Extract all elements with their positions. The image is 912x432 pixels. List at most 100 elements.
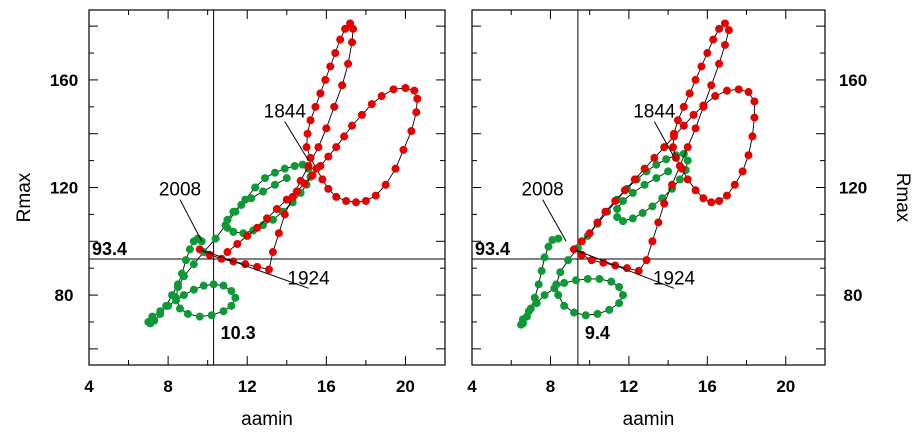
series-0-point <box>189 260 198 269</box>
series-1-point <box>697 62 706 71</box>
series-0-point <box>237 200 246 209</box>
series-0-point <box>183 309 192 318</box>
series-1-point <box>302 143 311 152</box>
crosshair-x-value-label: 10.3 <box>221 323 256 343</box>
series-0-point <box>544 242 553 251</box>
series-0-point <box>534 280 543 289</box>
series-1-point <box>677 164 686 173</box>
series-1-point <box>367 100 376 109</box>
plot-frame <box>88 9 446 366</box>
series-0-point <box>261 174 270 183</box>
series-0-point <box>615 299 624 308</box>
series-0-point <box>211 234 220 243</box>
series-0-point <box>554 291 563 300</box>
series-1-point <box>671 153 680 162</box>
left-panel: 4 8 12 16 20 80 120 160 aamin Rmax 93.4 10.3 1844 200… <box>14 9 446 430</box>
series-0-point <box>552 280 561 289</box>
series-0-point <box>595 274 604 283</box>
series-0-point <box>664 167 673 176</box>
series-1-point <box>308 171 317 180</box>
series-1-point <box>679 102 688 111</box>
series-0-point <box>227 301 236 310</box>
series-1-point <box>611 196 620 205</box>
series-1-point <box>620 186 629 195</box>
series-1-point <box>332 192 341 201</box>
series-1-point <box>331 49 340 58</box>
series-0-point <box>548 235 557 244</box>
series-1-point <box>342 196 351 205</box>
series-1-point <box>332 143 341 152</box>
y-axis-title: Rmax <box>892 173 912 223</box>
series-0-point <box>560 301 569 310</box>
series-0-point <box>581 311 590 320</box>
series-1-point <box>361 196 370 205</box>
series-0-point <box>280 164 289 173</box>
series-1-point <box>577 237 586 246</box>
annotation-label: 1924 <box>287 268 330 289</box>
series-0-point <box>683 156 692 165</box>
series-0-point <box>652 160 661 169</box>
series-0-point <box>148 312 157 321</box>
series-0-point <box>605 305 614 314</box>
series-0-point <box>185 245 194 254</box>
x-tick-label: 20 <box>396 377 415 396</box>
series-0-point <box>564 256 573 265</box>
series-0-point <box>648 202 657 211</box>
annotation-label: 1844 <box>633 102 676 123</box>
series-0-point <box>195 312 204 321</box>
series-1-point <box>679 121 688 130</box>
series-1-point <box>722 191 731 200</box>
series-1-point <box>703 49 712 58</box>
series-0-point <box>179 291 188 300</box>
series-1-point <box>715 24 724 33</box>
series-1-point <box>340 132 349 141</box>
series-1-point <box>282 195 291 204</box>
series-1-point <box>709 35 718 44</box>
series-1-point <box>292 187 301 196</box>
series-1-point <box>750 113 759 122</box>
series-0-point <box>270 168 279 177</box>
series-0-point <box>229 207 238 216</box>
annotation-leader-line <box>284 121 309 161</box>
series-0-point <box>282 174 291 183</box>
series-0-point <box>652 174 661 183</box>
series-1-point <box>648 237 657 246</box>
series-1-point <box>306 116 315 125</box>
crosshair-x-value-label: 9.4 <box>585 323 610 343</box>
y-axis-title: Rmax <box>14 172 35 222</box>
series-1-point <box>599 258 608 267</box>
annotation-label: 2008 <box>159 180 201 201</box>
annotation-leader-line <box>653 121 677 161</box>
series-1-point <box>223 248 232 257</box>
series-1-point <box>673 116 682 125</box>
series-1-point <box>669 143 678 152</box>
series-0-point <box>219 307 228 316</box>
series-0-point <box>156 307 165 316</box>
series-1-point <box>738 167 747 176</box>
x-tick-label: 12 <box>619 377 638 396</box>
series-1-point <box>321 75 330 84</box>
x-tick-label: 16 <box>317 377 336 396</box>
x-axis-title: aamin <box>623 409 675 430</box>
series-0-point <box>219 281 228 290</box>
series-0-point <box>593 309 602 318</box>
x-axis-title: aamin <box>241 409 293 430</box>
series-0-point <box>227 287 236 296</box>
series-0-point <box>638 209 647 218</box>
series-0-point <box>189 237 198 246</box>
series-1-point <box>268 248 277 257</box>
series-1-point <box>668 180 677 189</box>
series-1-point <box>683 143 692 152</box>
series-0-point <box>619 196 628 205</box>
series-1-point <box>306 153 315 162</box>
series-1-point <box>324 152 333 161</box>
x-tick-label: 8 <box>163 377 172 396</box>
series-0-point <box>613 205 622 214</box>
series-0-point <box>290 161 299 170</box>
series-1-point <box>280 210 289 219</box>
series-1-point <box>744 151 753 160</box>
series-0-point <box>179 272 188 281</box>
series-1-point <box>720 40 729 49</box>
series-0-point <box>231 293 240 302</box>
series-1-point <box>389 85 398 94</box>
